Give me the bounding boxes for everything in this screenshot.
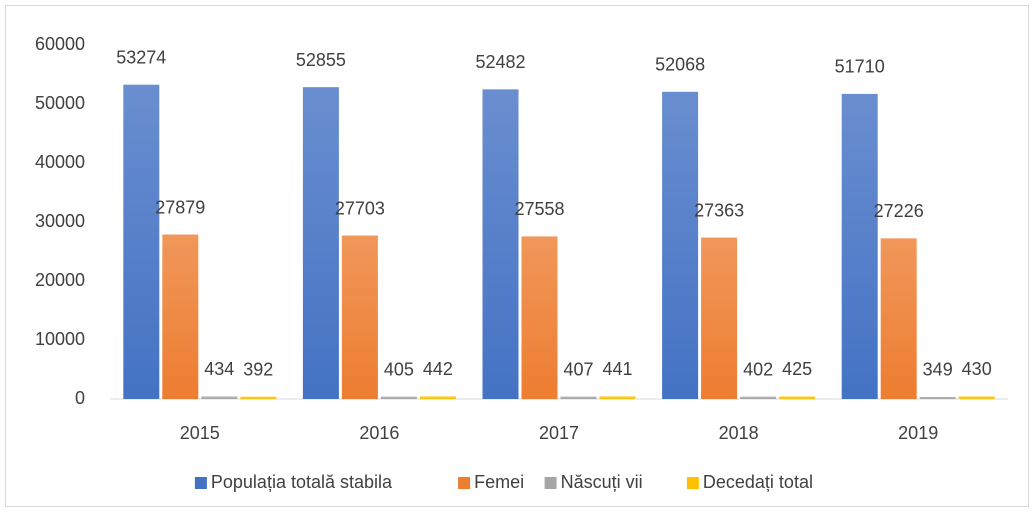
data-label: 405 (384, 359, 414, 379)
bar (482, 89, 519, 399)
y-tick-label: 20000 (35, 270, 85, 290)
data-label: 349 (923, 360, 953, 380)
data-label: 52482 (475, 52, 525, 72)
legend-label: Populația totală stabila (211, 472, 393, 492)
data-label: 52068 (655, 55, 705, 75)
data-label: 51710 (835, 57, 885, 77)
data-label: 430 (962, 359, 992, 379)
legend-label: Femei (474, 472, 524, 492)
bar (240, 396, 277, 399)
legend-label: Decedați total (703, 472, 813, 492)
data-label: 442 (423, 359, 453, 379)
legend-swatch (458, 477, 471, 489)
bar (880, 238, 917, 399)
y-tick-label: 30000 (35, 211, 85, 231)
x-tick-label: 2017 (539, 423, 579, 443)
bar (662, 91, 699, 399)
bar (958, 396, 995, 399)
data-label: 434 (204, 359, 234, 379)
legend-swatch (194, 477, 207, 489)
x-tick-label: 2015 (180, 423, 220, 443)
bar (599, 396, 636, 399)
bar (919, 396, 956, 399)
data-label: 27363 (694, 200, 744, 220)
x-tick-label: 2018 (719, 423, 759, 443)
data-label: 27558 (514, 199, 564, 219)
bar (380, 396, 417, 399)
y-tick-label: 0 (75, 388, 85, 408)
data-label: 392 (243, 359, 273, 379)
bar (701, 237, 738, 399)
data-label: 52855 (296, 50, 346, 70)
x-tick-label: 2019 (898, 423, 938, 443)
legend-swatch (544, 477, 557, 489)
bar (740, 396, 777, 399)
bar (521, 236, 558, 399)
bar (560, 396, 597, 399)
data-label: 402 (743, 359, 773, 379)
bar (341, 235, 378, 399)
bar (841, 93, 878, 399)
data-label: 425 (782, 359, 812, 379)
y-tick-label: 60000 (35, 34, 85, 54)
bar (123, 84, 160, 399)
x-tick-label: 2016 (359, 423, 399, 443)
data-label: 407 (563, 359, 593, 379)
bar (779, 396, 816, 399)
y-tick-label: 50000 (35, 93, 85, 113)
data-label: 441 (602, 359, 632, 379)
bar (419, 396, 456, 399)
data-label: 53274 (116, 47, 166, 67)
data-label: 27703 (335, 198, 385, 218)
bar (201, 396, 238, 399)
bar (302, 87, 339, 399)
legend-swatch (686, 477, 699, 489)
bar (162, 234, 199, 399)
data-label: 27879 (155, 197, 205, 217)
y-tick-label: 40000 (35, 152, 85, 172)
y-tick-label: 10000 (35, 329, 85, 349)
legend-label: Născuți vii (561, 472, 643, 492)
data-label: 27226 (874, 201, 924, 221)
